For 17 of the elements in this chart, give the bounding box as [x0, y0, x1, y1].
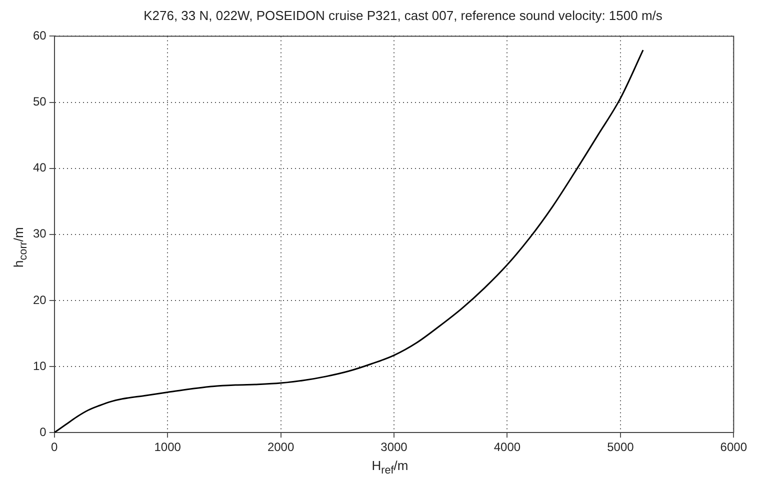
x-tick-label: 0 [51, 440, 58, 454]
x-tick-label: 4000 [494, 440, 521, 454]
x-tick-label: 2000 [267, 440, 294, 454]
x-tick-label: 6000 [720, 440, 748, 454]
x-tick-label: 3000 [380, 440, 408, 454]
chart-title: K276, 33 N, 022W, POSEIDON cruise P321, cast 007, reference sound velocity: 1500 m/s [142, 8, 664, 23]
y-tick-label: 0 [40, 424, 47, 439]
x-tick-label: 1000 [154, 440, 182, 454]
x-axis-title: H$_{ref}$/m [370, 458, 410, 477]
line-series [54, 49, 644, 433]
y-tick-label: 50 [32, 94, 47, 109]
y-tick-label: 20 [32, 292, 47, 307]
y-tick-label: 40 [32, 160, 47, 175]
y-tick-label: 10 [32, 358, 47, 373]
y-tick-label: 30 [32, 226, 47, 241]
x-tick-label: 5000 [607, 440, 634, 454]
y-tick-label: 60 [32, 28, 47, 43]
